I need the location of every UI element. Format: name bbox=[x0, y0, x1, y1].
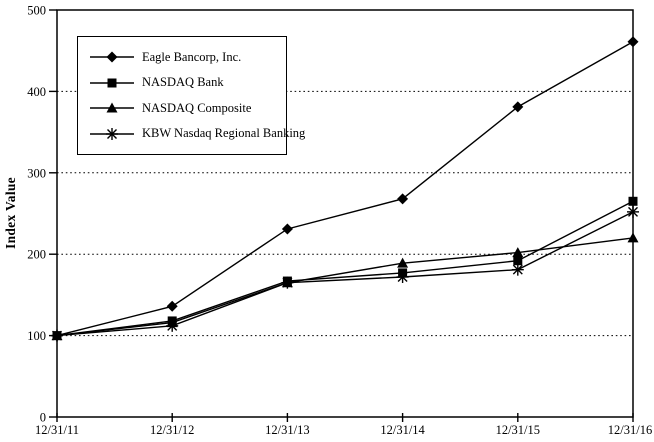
triangle-marker-icon bbox=[90, 102, 134, 113]
x-tick-label: 12/31/13 bbox=[265, 423, 309, 437]
triangle-glyph bbox=[106, 102, 118, 113]
series-line bbox=[56, 41, 634, 337]
x-tick-label: 12/31/14 bbox=[380, 423, 425, 437]
legend-label: NASDAQ Bank bbox=[142, 75, 224, 90]
data-point-square bbox=[513, 256, 523, 266]
x-tick-label: 12/31/11 bbox=[35, 423, 79, 437]
data-point-square bbox=[398, 268, 408, 278]
y-tick-label: 500 bbox=[27, 4, 46, 18]
asterisk-marker-icon bbox=[90, 127, 134, 140]
y-tick-label: 300 bbox=[27, 166, 46, 180]
legend-item-eagle-bancorp: Eagle Bancorp, Inc. bbox=[89, 49, 282, 65]
square-glyph bbox=[107, 78, 117, 88]
data-point-triangle bbox=[397, 257, 409, 268]
square-marker-icon bbox=[90, 78, 134, 88]
y-tick-label: 200 bbox=[27, 248, 46, 262]
data-point-diamond bbox=[512, 101, 524, 113]
data-point-triangle bbox=[627, 232, 639, 243]
data-point-square bbox=[282, 276, 292, 286]
legend-item-kbw-regional-banking: KBW Nasdaq Regional Banking bbox=[89, 126, 305, 142]
x-tick-label: 12/31/16 bbox=[608, 423, 652, 437]
y-axis-title: Index Value bbox=[3, 177, 18, 249]
series-line bbox=[56, 200, 634, 337]
legend-label: Eagle Bancorp, Inc. bbox=[142, 49, 242, 64]
data-point-diamond bbox=[627, 36, 639, 48]
legend-label: KBW Nasdaq Regional Banking bbox=[142, 126, 306, 141]
legend-item-nasdaq-composite: NASDAQ Composite bbox=[89, 100, 282, 116]
data-point-square bbox=[52, 331, 62, 341]
y-tick-label: 400 bbox=[27, 85, 46, 99]
diamond-glyph bbox=[106, 51, 118, 63]
x-tick-label: 12/31/12 bbox=[150, 423, 194, 437]
legend: Eagle Bancorp, Inc. NASDAQ Bank NASDAQ C… bbox=[77, 36, 305, 155]
data-point-triangle bbox=[512, 247, 524, 258]
data-point-diamond bbox=[397, 193, 409, 205]
data-point-square bbox=[628, 196, 638, 206]
series-line bbox=[56, 237, 634, 337]
diamond-marker-icon bbox=[90, 51, 134, 63]
y-tick-label: 0 bbox=[40, 411, 46, 425]
series-line bbox=[56, 211, 634, 337]
data-point-diamond bbox=[166, 300, 178, 312]
y-tick-label: 100 bbox=[27, 329, 46, 343]
legend-label: NASDAQ Composite bbox=[142, 100, 252, 115]
data-point-diamond bbox=[281, 223, 293, 235]
x-tick-label: 12/31/15 bbox=[496, 423, 540, 437]
legend-item-nasdaq-bank: NASDAQ Bank bbox=[89, 75, 282, 91]
data-point-square bbox=[167, 316, 177, 326]
